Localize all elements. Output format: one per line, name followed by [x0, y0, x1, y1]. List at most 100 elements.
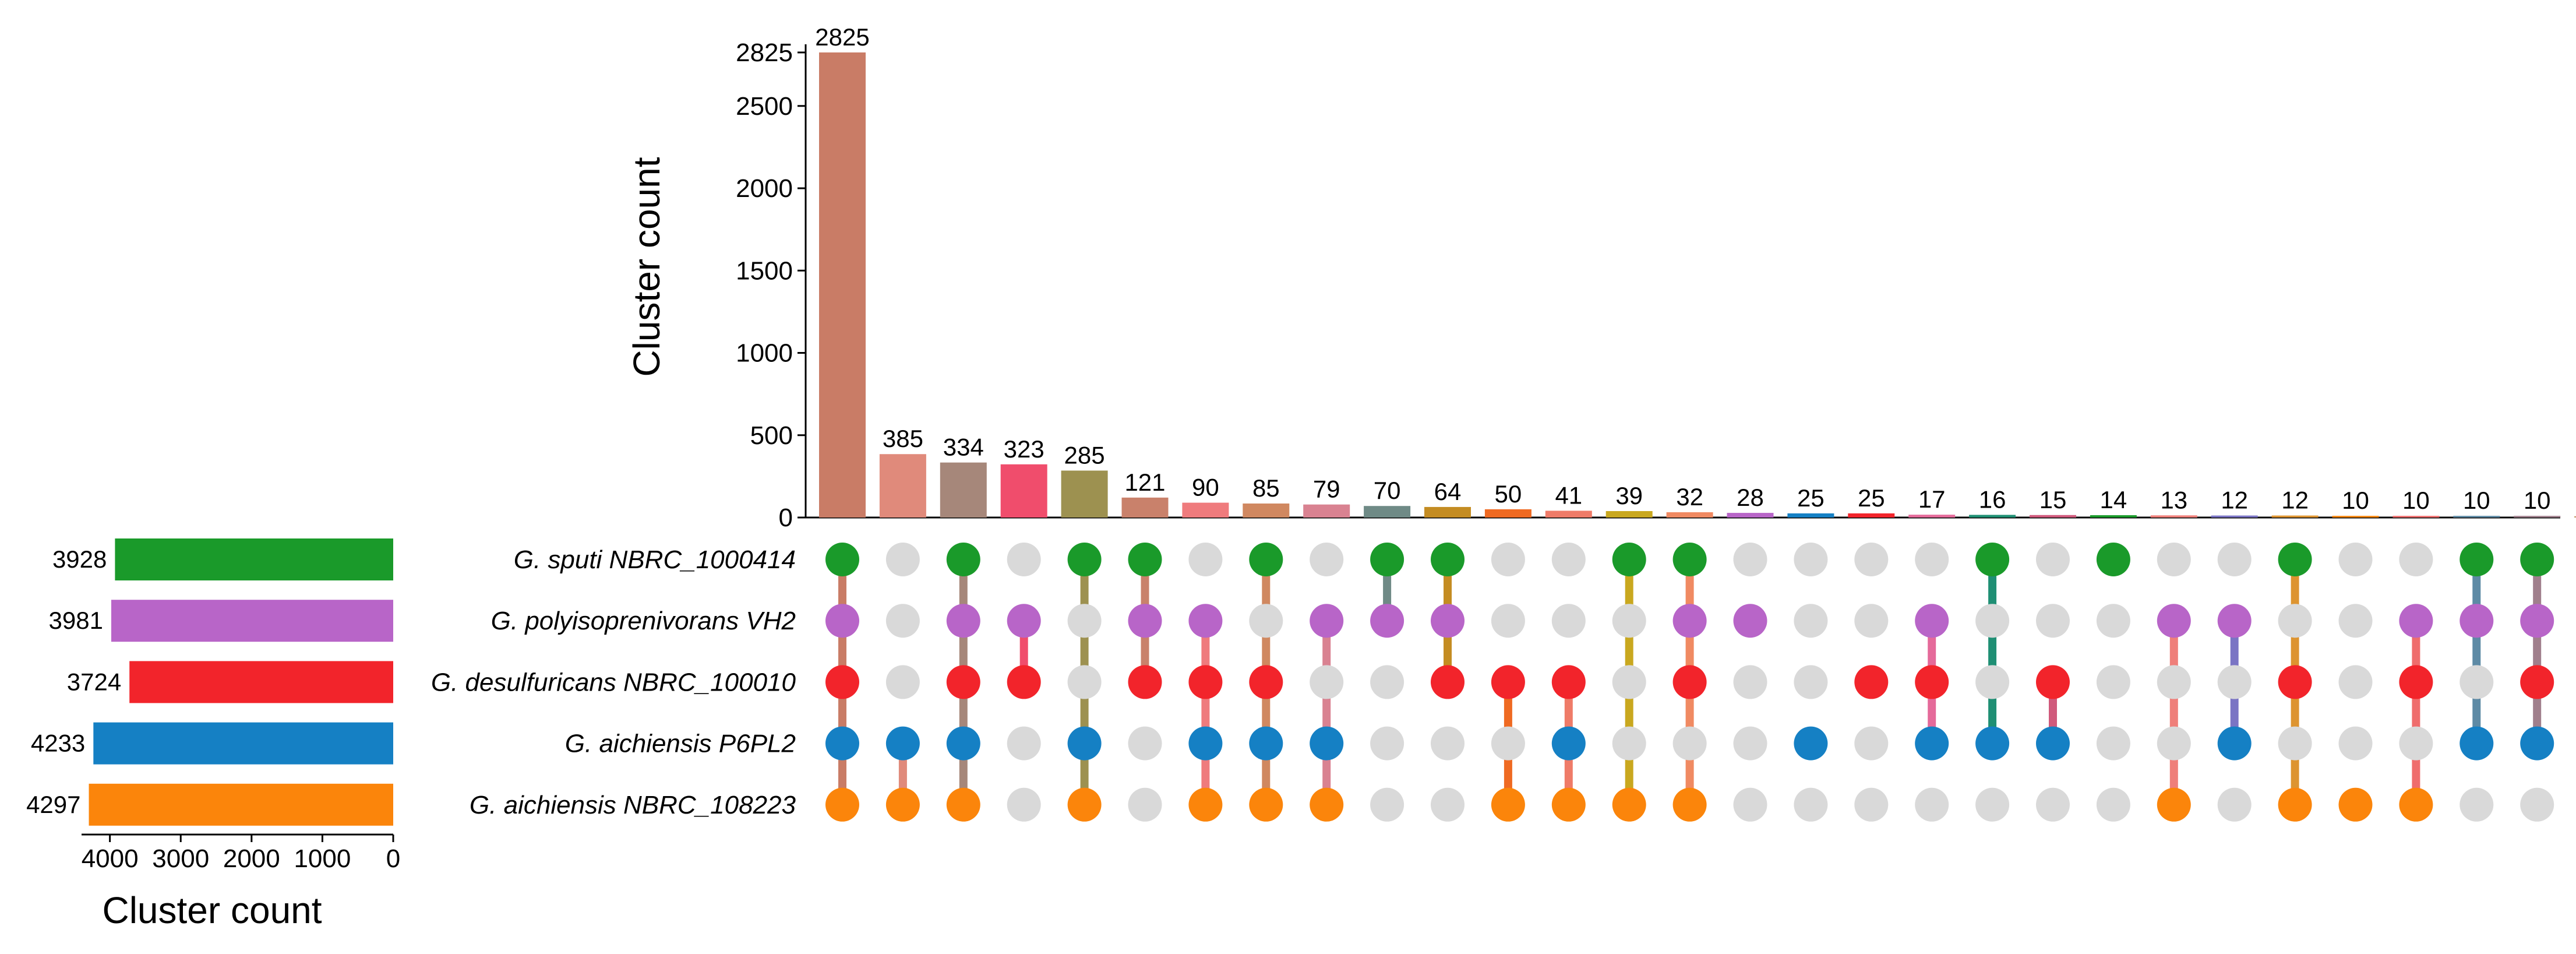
intersection-bar-value-label: 12: [2221, 487, 2248, 514]
matrix-dot-active: [2399, 787, 2433, 822]
y-tick-label: 2500: [736, 92, 793, 121]
matrix-dot-inactive: [1975, 787, 2010, 822]
intersection-matrix: [825, 543, 2554, 822]
matrix-dot-inactive: [2459, 787, 2494, 822]
matrix-dot-inactive: [1612, 665, 1646, 699]
matrix-dot-active: [2036, 665, 2070, 699]
matrix-dot-inactive: [1067, 665, 1102, 699]
matrix-dot-active: [2338, 787, 2373, 822]
intersection-bar-value-label: 10: [2342, 487, 2369, 514]
intersection-bar-value-label: 385: [883, 425, 923, 452]
matrix-dot-inactive: [1854, 543, 1889, 576]
set-size-value-label: 4297: [26, 791, 80, 818]
matrix-dot-inactive: [1188, 543, 1223, 576]
matrix-dot-active: [1612, 787, 1646, 822]
set-name-labels: G. sputi NBRC_1000414 G. polyisoprenivora…: [431, 545, 796, 819]
matrix-dot-active: [1188, 787, 1223, 822]
matrix-dot-inactive: [2157, 726, 2191, 761]
matrix-dot-active: [2278, 665, 2312, 699]
matrix-dot-inactive: [1975, 604, 2010, 638]
matrix-dot-inactive: [2278, 726, 2312, 761]
matrix-dot-inactive: [1794, 604, 1828, 638]
matrix-dot-inactive: [1310, 665, 1344, 699]
matrix-dot-active: [1733, 604, 1767, 638]
intersection-bar-value-label: 2825: [815, 23, 869, 51]
matrix-dot-active: [1067, 543, 1102, 576]
intersection-bar: [2211, 515, 2258, 518]
intersection-bar: [1666, 512, 1713, 518]
set-size-tick-label: 1000: [294, 844, 351, 873]
intersection-bar: [1000, 464, 1047, 518]
matrix-dot-inactive: [885, 665, 920, 699]
matrix-dot-active: [1067, 726, 1102, 761]
y-tick-label: 0: [779, 504, 793, 532]
matrix-dot-inactive: [1370, 787, 1405, 822]
matrix-dot-active: [946, 665, 980, 699]
matrix-dot-active: [1915, 726, 1949, 761]
matrix-dot-inactive: [2096, 665, 2130, 699]
matrix-dot-active: [2459, 604, 2494, 638]
matrix-dot-active: [1188, 604, 1223, 638]
matrix-dot-inactive: [1310, 543, 1344, 576]
matrix-dot-inactive: [2217, 665, 2252, 699]
intersection-bar: [1121, 497, 1169, 518]
set-size-tick-label: 4000: [82, 844, 139, 873]
matrix-dot-active: [1007, 604, 1041, 638]
intersection-bar: [2453, 516, 2500, 518]
matrix-dot-inactive: [1915, 787, 1949, 822]
intersection-bar: [1484, 509, 1532, 518]
matrix-dot-inactive: [1007, 543, 1041, 576]
y-tick-label: 500: [750, 421, 793, 450]
matrix-dot-inactive: [1672, 726, 1707, 761]
matrix-dot-active: [1975, 726, 2010, 761]
matrix-dot-inactive: [1854, 787, 1889, 822]
matrix-dot-inactive: [1491, 726, 1525, 761]
set-name-label: G. aichiensis NBRC_108223: [470, 791, 796, 819]
matrix-dot-active: [1370, 543, 1405, 576]
matrix-dot-inactive: [2459, 665, 2494, 699]
matrix-dot-active: [1915, 604, 1949, 638]
matrix-dot-inactive: [2157, 543, 2191, 576]
matrix-dot-active: [1310, 726, 1344, 761]
matrix-dot-inactive: [2338, 665, 2373, 699]
intersection-bar: [1303, 504, 1350, 518]
matrix-dot-inactive: [1370, 665, 1405, 699]
intersection-bar: [1182, 502, 1229, 518]
matrix-dot-inactive: [1854, 726, 1889, 761]
intersection-bar-value-label: 121: [1124, 469, 1165, 496]
intersection-bar: [2090, 515, 2137, 518]
matrix-dot-active: [2217, 726, 2252, 761]
set-name-label: G. polyisoprenivorans VH2: [491, 607, 796, 635]
set-size-value-label: 3928: [52, 545, 107, 573]
intersection-bar: [2030, 515, 2076, 518]
matrix-dot-active: [1128, 543, 1162, 576]
intersection-bar-value-label: 10: [2524, 487, 2551, 514]
matrix-dot-inactive: [1612, 726, 1646, 761]
set-size-bar: [115, 538, 393, 580]
matrix-dot-inactive: [2157, 665, 2191, 699]
matrix-dot-inactive: [1551, 604, 1586, 638]
matrix-dot-active: [1915, 665, 1949, 699]
matrix-dot-active: [825, 665, 859, 699]
matrix-dot-inactive: [2217, 543, 2252, 576]
set-size-tick-label: 0: [386, 844, 400, 873]
matrix-dot-inactive: [2096, 604, 2130, 638]
intersection-bar-value-label: 28: [1737, 484, 1764, 511]
matrix-dot-inactive: [885, 604, 920, 638]
intersection-bar: [1424, 506, 1471, 518]
set-size-bar: [129, 661, 394, 703]
intersection-bar-value-label: 50: [1495, 480, 1522, 508]
matrix-dot-active: [2157, 787, 2191, 822]
intersection-bar-value-label: 334: [943, 434, 984, 461]
intersection-bar: [2271, 515, 2319, 518]
matrix-dot-active: [1370, 604, 1405, 638]
matrix-dot-active: [1431, 665, 1465, 699]
matrix-dot-inactive: [1128, 726, 1162, 761]
matrix-dot-inactive: [2036, 787, 2070, 822]
y-tick-label: 2000: [736, 174, 793, 203]
intersection-bar-value-label: 14: [2100, 486, 2127, 513]
matrix-dot-active: [1612, 543, 1646, 576]
matrix-dot-inactive: [2399, 726, 2433, 761]
matrix-dot-active: [1128, 604, 1162, 638]
set-size-bar: [93, 722, 394, 765]
